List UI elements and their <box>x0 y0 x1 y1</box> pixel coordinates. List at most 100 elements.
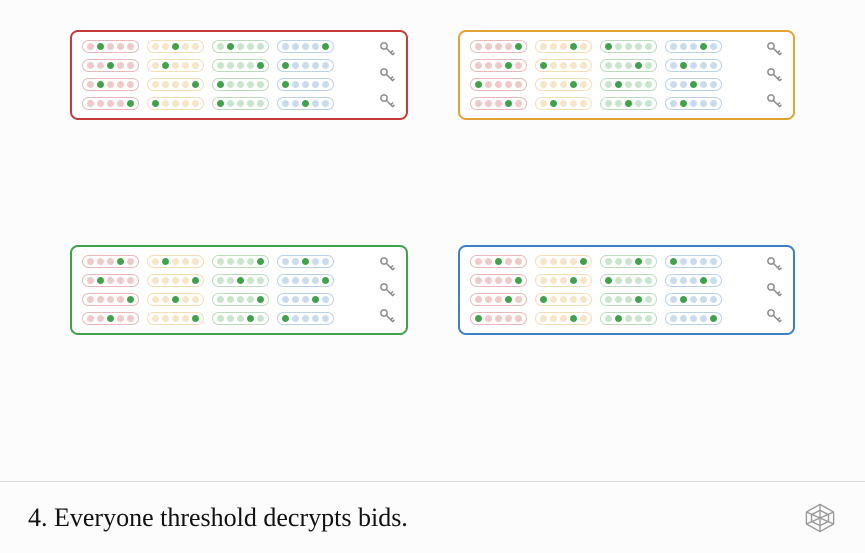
cipher-dot <box>152 43 159 50</box>
cipher-dot <box>322 258 329 265</box>
encrypted-bid-pill <box>212 312 269 325</box>
cipher-dot <box>475 62 482 69</box>
column-green <box>600 255 657 325</box>
cipher-dot <box>615 43 622 50</box>
cipher-dot <box>312 296 319 303</box>
cipher-dot <box>615 62 622 69</box>
cipher-dot <box>247 258 254 265</box>
cipher-dot <box>312 258 319 265</box>
cipher-dot <box>257 62 264 69</box>
cipher-dot <box>485 43 492 50</box>
cipher-dot <box>237 100 244 107</box>
encrypted-bid-pill <box>470 40 527 53</box>
cipher-dot <box>505 277 512 284</box>
cipher-dot <box>172 43 179 50</box>
cipher-dot <box>625 81 632 88</box>
cipher-dot <box>540 258 547 265</box>
diagram-canvas: 4. Everyone threshold decrypts bids. <box>0 0 865 553</box>
cipher-dot <box>97 315 104 322</box>
encrypted-bid-pill <box>212 293 269 306</box>
cipher-dot <box>560 258 567 265</box>
cipher-dot <box>152 315 159 322</box>
cipher-dot <box>302 277 309 284</box>
columns <box>470 255 750 325</box>
encrypted-bid-pill <box>600 293 657 306</box>
encrypted-bid-pill <box>277 59 334 72</box>
encrypted-bid-pill <box>277 255 334 268</box>
cipher-dot <box>605 81 612 88</box>
cipher-dot <box>540 296 547 303</box>
cipher-dot <box>645 43 652 50</box>
cipher-dot <box>645 315 652 322</box>
encrypted-bid-pill <box>470 78 527 91</box>
cipher-dot <box>605 296 612 303</box>
cipher-dot <box>625 100 632 107</box>
cipher-dot <box>690 258 697 265</box>
cipher-dot <box>635 62 642 69</box>
cipher-dot <box>217 277 224 284</box>
cipher-dot <box>292 81 299 88</box>
cipher-dot <box>227 315 234 322</box>
encrypted-bid-pill <box>600 59 657 72</box>
cipher-dot <box>302 43 309 50</box>
key-icon <box>765 255 783 273</box>
encrypted-bid-pill <box>82 293 139 306</box>
caption-bar: 4. Everyone threshold decrypts bids. <box>0 481 865 553</box>
cipher-dot <box>227 43 234 50</box>
cipher-dot <box>127 100 134 107</box>
encrypted-bid-pill <box>535 274 592 287</box>
column-blue <box>665 40 722 110</box>
cipher-dot <box>182 62 189 69</box>
cipher-dot <box>257 296 264 303</box>
cipher-dot <box>635 100 642 107</box>
cipher-dot <box>152 62 159 69</box>
cipher-dot <box>87 100 94 107</box>
cipher-dot <box>635 296 642 303</box>
encrypted-bid-pill <box>665 293 722 306</box>
encrypted-bid-pill <box>665 78 722 91</box>
encrypted-bid-pill <box>82 274 139 287</box>
cipher-dot <box>710 277 717 284</box>
encrypted-bid-pill <box>212 97 269 110</box>
cipher-dot <box>670 81 677 88</box>
cipher-dot <box>192 100 199 107</box>
key-stack <box>378 40 396 110</box>
cipher-dot <box>700 296 707 303</box>
cipher-dot <box>690 81 697 88</box>
cipher-dot <box>570 81 577 88</box>
cipher-dot <box>645 258 652 265</box>
cipher-dot <box>475 81 482 88</box>
cipher-dot <box>625 296 632 303</box>
cipher-dot <box>580 81 587 88</box>
cipher-dot <box>302 258 309 265</box>
encrypted-bid-pill <box>147 40 204 53</box>
cipher-dot <box>550 315 557 322</box>
key-icon <box>378 92 396 110</box>
cipher-dot <box>515 277 522 284</box>
cipher-dot <box>127 277 134 284</box>
encrypted-bid-pill <box>277 78 334 91</box>
cipher-dot <box>540 100 547 107</box>
cipher-dot <box>107 81 114 88</box>
cipher-dot <box>550 43 557 50</box>
brand-logo-icon <box>803 501 837 535</box>
cipher-dot <box>475 315 482 322</box>
cipher-dot <box>505 100 512 107</box>
encrypted-bid-pill <box>147 255 204 268</box>
column-orange <box>147 255 204 325</box>
encrypted-bid-pill <box>535 97 592 110</box>
cipher-dot <box>97 258 104 265</box>
cipher-dot <box>700 277 707 284</box>
cipher-dot <box>560 100 567 107</box>
cipher-dot <box>615 277 622 284</box>
encrypted-bid-pill <box>665 97 722 110</box>
cipher-dot <box>182 100 189 107</box>
encrypted-bid-pill <box>82 40 139 53</box>
columns <box>470 40 750 110</box>
encrypted-bid-pill <box>212 78 269 91</box>
cipher-dot <box>237 315 244 322</box>
column-green <box>600 40 657 110</box>
cipher-dot <box>670 258 677 265</box>
cipher-dot <box>625 258 632 265</box>
cipher-dot <box>485 100 492 107</box>
